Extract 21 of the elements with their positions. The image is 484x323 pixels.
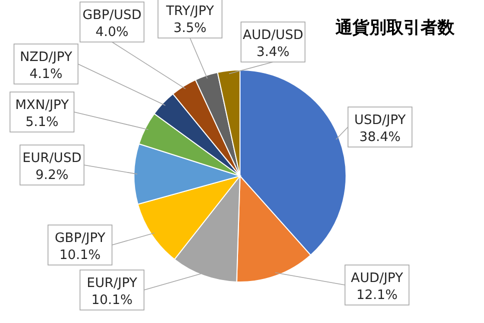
data-label: 4.0% <box>95 25 129 40</box>
data-label: 5.1% <box>25 115 59 130</box>
data-label: 38.4% <box>359 130 401 145</box>
slice-label: EUR/USD <box>22 151 82 166</box>
slice-label: EUR/JPY <box>86 276 138 291</box>
slice-label: GBP/USD <box>82 8 142 23</box>
data-label: 12.1% <box>356 288 398 303</box>
data-label: 3.4% <box>256 45 290 60</box>
data-label: 10.1% <box>91 293 133 308</box>
data-label: 3.5% <box>173 21 207 36</box>
slice-label: AUD/USD <box>242 28 304 43</box>
slice-label: USD/JPY <box>354 113 406 128</box>
data-label: 9.2% <box>35 168 69 183</box>
slice-label: NZD/JPY <box>20 50 72 65</box>
slice-label: GBP/JPY <box>54 231 106 246</box>
slice-label: AUD/JPY <box>350 271 404 286</box>
data-label: 4.1% <box>29 67 63 82</box>
slice-label: MXN/JPY <box>15 98 69 113</box>
text: 通貨別取引者数 <box>334 18 456 38</box>
slice-label: TRY/JPY <box>165 4 214 19</box>
data-label: 10.1% <box>59 248 101 263</box>
